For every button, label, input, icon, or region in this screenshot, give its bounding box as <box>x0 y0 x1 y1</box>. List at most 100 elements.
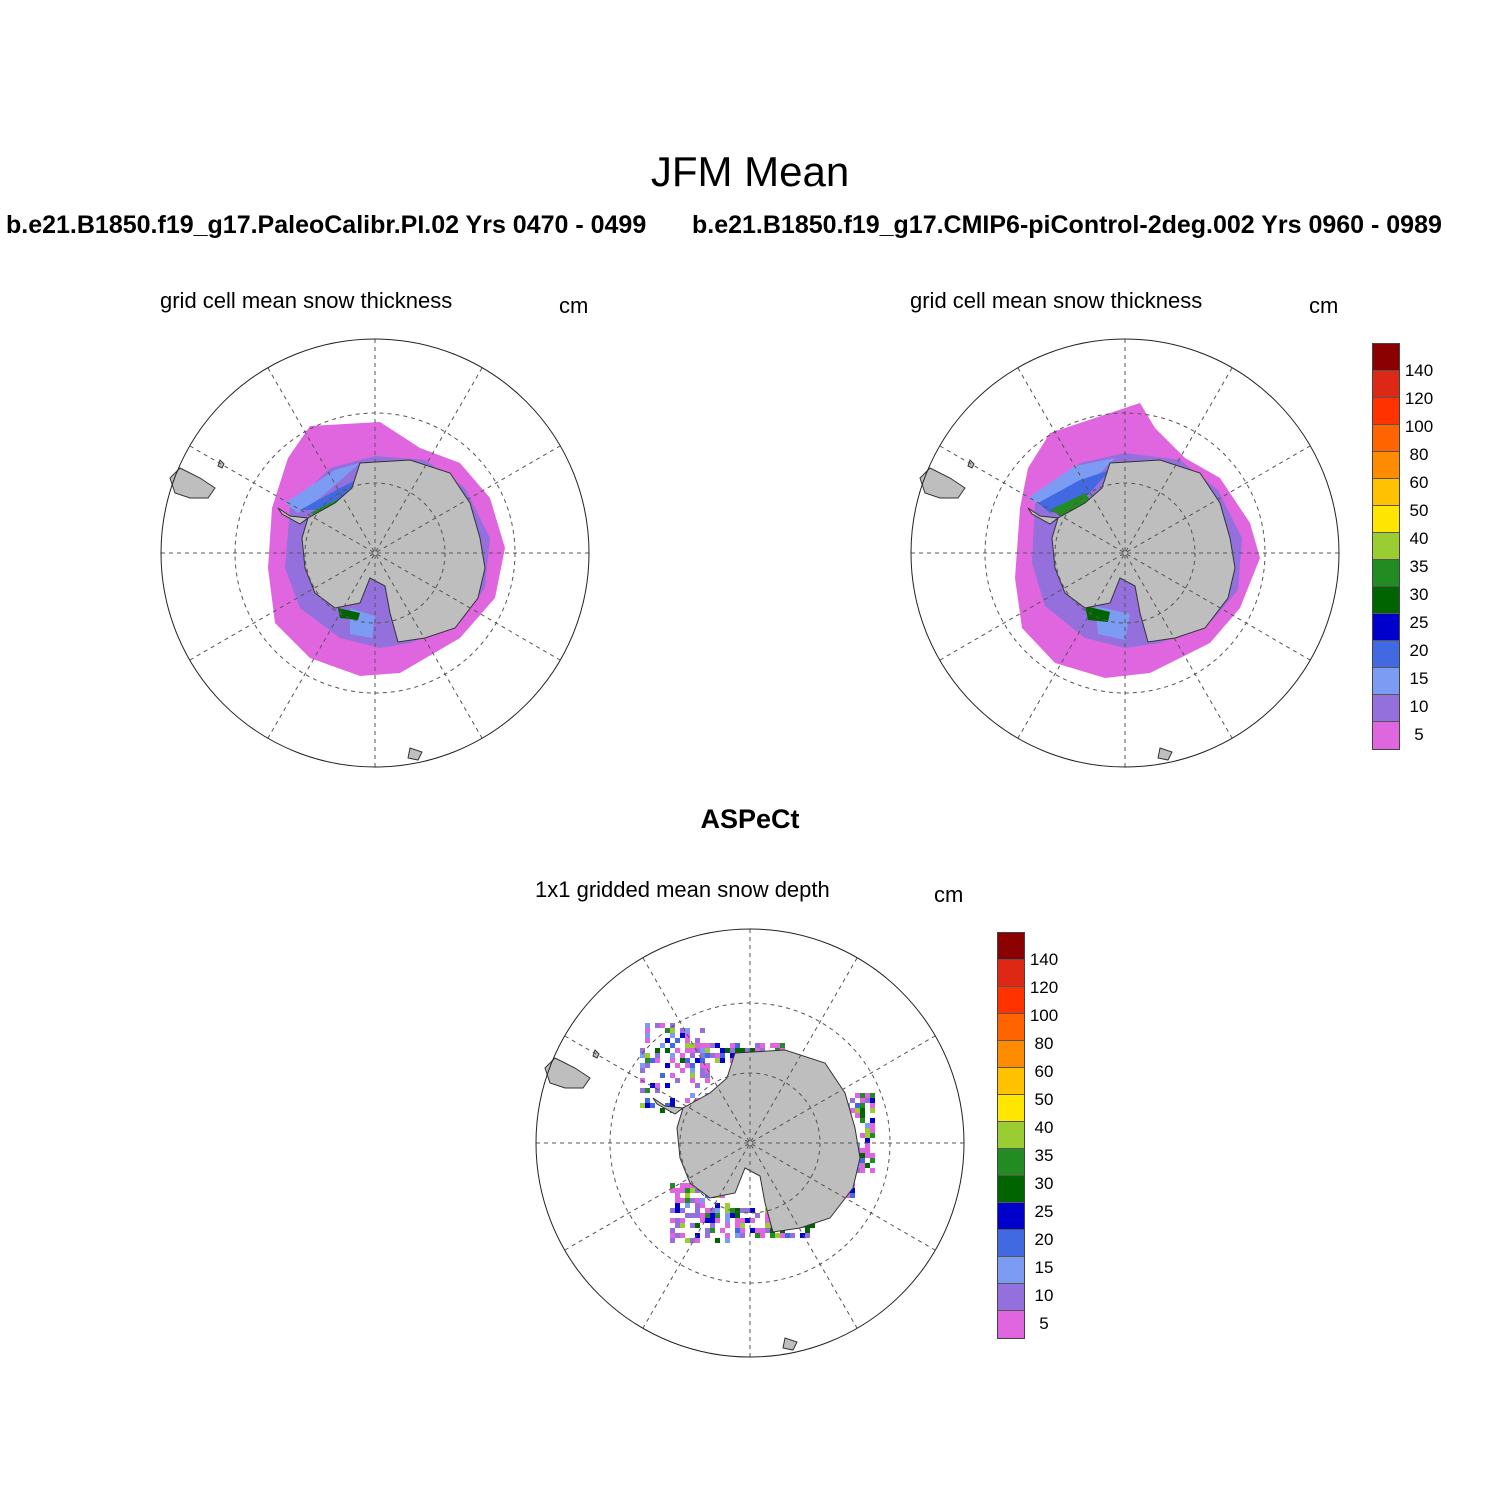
obs-cell <box>765 1213 770 1218</box>
obs-cell <box>805 1233 810 1238</box>
obs-cell <box>715 1238 720 1243</box>
colorbar-tick-label: 50 <box>1034 1090 1054 1109</box>
obs-cell <box>675 1048 680 1053</box>
obs-cell <box>870 1133 875 1138</box>
colorbar-swatch <box>1373 452 1399 479</box>
obs-cell <box>670 1033 675 1038</box>
obs-cell <box>725 1203 730 1208</box>
colorbar-tick-label: 20 <box>1409 641 1429 660</box>
obs-cell <box>720 1228 725 1233</box>
obs-cell <box>640 1088 645 1093</box>
obs-cell <box>755 1228 760 1233</box>
obs-cell <box>680 1198 685 1203</box>
map-border <box>910 338 1340 768</box>
obs-cell <box>645 1033 650 1038</box>
obs-cell <box>655 1053 660 1058</box>
obs-cell <box>680 1218 685 1223</box>
obs-cell <box>740 1228 745 1233</box>
obs-cell <box>670 1218 675 1223</box>
obs-cell <box>645 1038 650 1043</box>
obs-cell <box>660 1043 665 1048</box>
obs-cell <box>695 1038 700 1043</box>
colorbar-swatch <box>998 1176 1024 1203</box>
south-america-land <box>919 467 966 499</box>
obs-cell <box>775 1233 780 1238</box>
obs-cell <box>660 1073 665 1078</box>
obs-cell <box>710 1228 715 1233</box>
obs-cell <box>695 1213 700 1218</box>
obs-cell <box>870 1103 875 1108</box>
obs-cell <box>675 1063 680 1068</box>
obs-cell <box>680 1183 685 1188</box>
obs-cell <box>675 1233 680 1238</box>
colorbar-tick-label: 20 <box>1034 1230 1054 1249</box>
obs-cell <box>670 1183 675 1188</box>
obs-cell <box>700 1048 705 1053</box>
obs-cell <box>700 1068 705 1073</box>
obs-cell <box>860 1163 865 1168</box>
obs-cell <box>670 1053 675 1058</box>
obs-cell <box>715 1043 720 1048</box>
antarctic-peninsula <box>652 1097 685 1115</box>
obs-cell <box>860 1093 865 1098</box>
colorbar-tick-label: 40 <box>1409 529 1429 548</box>
colorbar-model <box>1372 343 1400 750</box>
obs-cell <box>730 1048 735 1053</box>
colorbar-tick-label: 35 <box>1409 557 1429 576</box>
obs-cell <box>705 1208 710 1213</box>
obs-cell <box>780 1233 785 1238</box>
colorbar-swatch <box>1373 560 1399 587</box>
polar-map-model-2 <box>910 338 1340 768</box>
obs-cell <box>670 1058 675 1063</box>
obs-cell <box>865 1163 870 1168</box>
obs-cell <box>770 1233 775 1238</box>
colorbar-swatch <box>1373 398 1399 425</box>
obs-cell <box>690 1093 695 1098</box>
obs-cell <box>735 1213 740 1218</box>
obs-cell <box>740 1208 745 1213</box>
obs-cell <box>670 1073 675 1078</box>
obs-cell <box>715 1208 720 1213</box>
obs-cell <box>695 1208 700 1213</box>
obs-cell <box>695 1198 700 1203</box>
obs-cell <box>680 1033 685 1038</box>
obs-cell <box>715 1203 720 1208</box>
obs-cell <box>855 1113 860 1118</box>
obs-cell <box>655 1023 660 1028</box>
obs-cell <box>705 1053 710 1058</box>
obs-cell <box>690 1198 695 1203</box>
obs-cell <box>710 1223 715 1228</box>
obs-cell <box>640 1103 645 1108</box>
colorbar-swatch <box>1373 344 1399 371</box>
panel-1-label: grid cell mean snow thickness <box>160 288 453 313</box>
obs-cell <box>870 1168 875 1173</box>
obs-cell <box>740 1223 745 1228</box>
colorbar-tick-label: 80 <box>1034 1034 1054 1053</box>
obs-cell <box>665 1103 670 1108</box>
obs-cell <box>675 1193 680 1198</box>
obs-cell <box>675 1218 680 1223</box>
obs-cell <box>860 1113 865 1118</box>
obs-cell <box>690 1223 695 1228</box>
obs-cell <box>655 1048 660 1053</box>
colorbar-tick-label: 60 <box>1409 473 1429 492</box>
obs-cell <box>710 1218 715 1223</box>
colorbar-tick-label: 50 <box>1409 501 1429 520</box>
obs-cell <box>725 1213 730 1218</box>
antarctica-land <box>1051 459 1236 643</box>
obs-cell <box>720 1053 725 1058</box>
colorbar-swatch <box>998 1014 1024 1041</box>
obs-cell <box>695 1048 700 1053</box>
obs-cell <box>735 1228 740 1233</box>
obs-cell <box>695 1043 700 1048</box>
panel-3-label: 1x1 gridded mean snow depth <box>535 877 830 902</box>
obs-cell <box>870 1123 875 1128</box>
obs-cell <box>790 1233 795 1238</box>
obs-cell <box>685 1058 690 1063</box>
colorbar-swatch <box>998 1122 1024 1149</box>
colorbar-tick-label: 15 <box>1409 669 1429 688</box>
obs-cell <box>700 1058 705 1063</box>
obs-cell <box>680 1188 685 1193</box>
colorbar-swatch <box>1373 479 1399 506</box>
obs-cell <box>705 1218 710 1223</box>
